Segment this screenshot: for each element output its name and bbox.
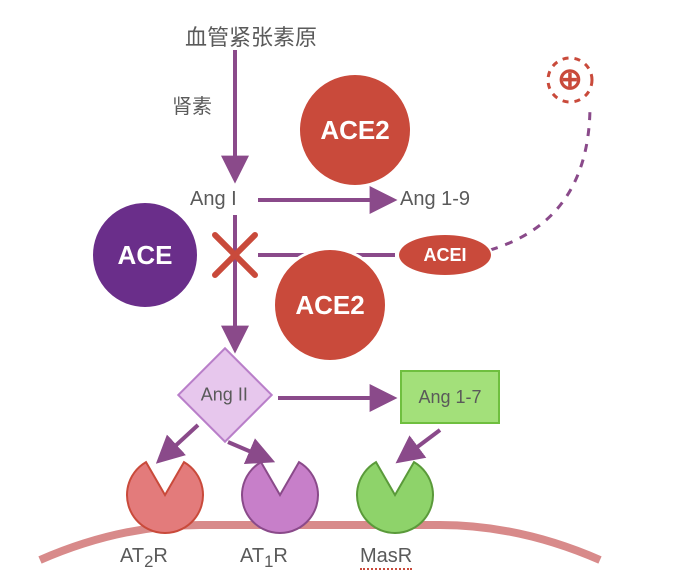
ace-node: ACE [90,200,200,310]
at1r-label: AT1R [240,545,288,572]
ang17-node: Ang 1-7 [400,370,500,424]
ang1-label: Ang I [190,188,237,211]
ace2-mid-node: ACE2 [272,247,388,363]
cross-icon [215,235,255,275]
ace2-mid-text: ACE2 [295,290,364,321]
ang2-node: Ang II [191,361,259,429]
ang19-label: Ang 1-9 [400,188,470,211]
ace2-top-text: ACE2 [320,115,389,146]
masr-receptor [357,462,433,533]
ang2-to-at2r [160,425,198,460]
receptors [127,462,433,533]
renin-label: 肾素 [172,90,212,119]
acei-upreg [490,105,590,250]
plus-symbol: ⊕ [548,58,592,102]
cross-icon [215,235,255,275]
masr-label: MasR [360,545,412,570]
precursor-label: 血管紧张素原 [185,20,317,52]
at2r-label: AT2R [120,545,168,572]
ace-text: ACE [118,240,173,271]
ace2-top-node: ACE2 [297,72,413,188]
at2r-receptor [127,462,203,533]
ang17-text: Ang 1-7 [418,387,481,408]
diagram-stage: 血管紧张素原 肾素 Ang I Ang 1-9 ACE2 ACE ACE2 AC… [0,0,694,584]
acei-text: ACEI [423,245,466,266]
ang17-to-masr [400,430,440,460]
at1r-receptor [242,462,318,533]
acei-node: ACEI [397,233,493,277]
ang2-to-at1r [228,442,270,460]
ang2-text: Ang II [201,385,248,406]
